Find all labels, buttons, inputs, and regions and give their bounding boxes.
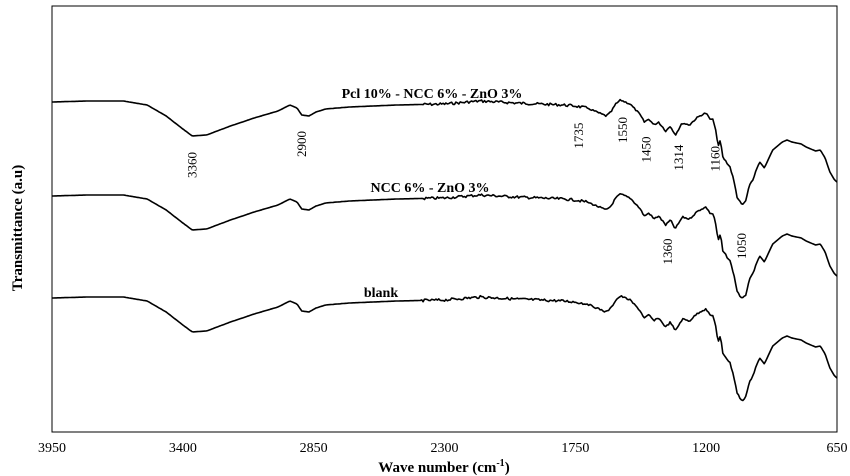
peak-label: 1160 (708, 146, 723, 172)
peak-label: 1550 (615, 117, 630, 143)
x-tick-label: 3400 (169, 441, 197, 456)
peak-label: 1735 (571, 123, 586, 149)
x-axis-title: Wave number (cm-1) (378, 458, 509, 476)
spectrum-line-ncc-zno (52, 193, 838, 299)
spectrum-line-pcl-ncc-zno (52, 98, 838, 205)
series-label-pcl-ncc-zno: Pcl 10% - NCC 6% - ZnO 3% (342, 87, 523, 102)
peak-label: 1450 (639, 137, 654, 163)
x-tick-labels: 3950 3400 2850 2300 1750 1200 650 (38, 441, 848, 456)
x-tick-label: 1750 (561, 441, 589, 456)
series-label-ncc-zno: NCC 6% - ZnO 3% (370, 181, 489, 196)
series-label-blank: blank (364, 286, 398, 301)
x-tick-label: 1200 (692, 441, 720, 456)
x-tick-label: 650 (827, 441, 848, 456)
peak-labels-group: 3360 2900 1735 1550 1450 1314 1160 1050 1360 (184, 117, 749, 265)
y-axis-title: Transmittance (a.u) (10, 165, 26, 291)
peak-label: 2900 (294, 131, 309, 157)
peak-label: 1050 (734, 233, 749, 259)
x-axis-title-sup: -1 (496, 458, 504, 469)
spectrum-line-blank (52, 294, 838, 402)
peak-label: 1314 (671, 144, 686, 171)
x-axis-title-main: Wave number (cm (378, 460, 497, 476)
x-axis-title-close: ) (505, 460, 510, 476)
plot-frame (51, 5, 838, 433)
x-tick-label: 2850 (300, 441, 328, 456)
peak-label: 3360 (184, 152, 199, 178)
peak-label: 1360 (660, 239, 675, 265)
spectra-group (52, 98, 838, 402)
x-tick-label: 2300 (431, 441, 459, 456)
x-tick-label: 3950 (38, 441, 66, 456)
